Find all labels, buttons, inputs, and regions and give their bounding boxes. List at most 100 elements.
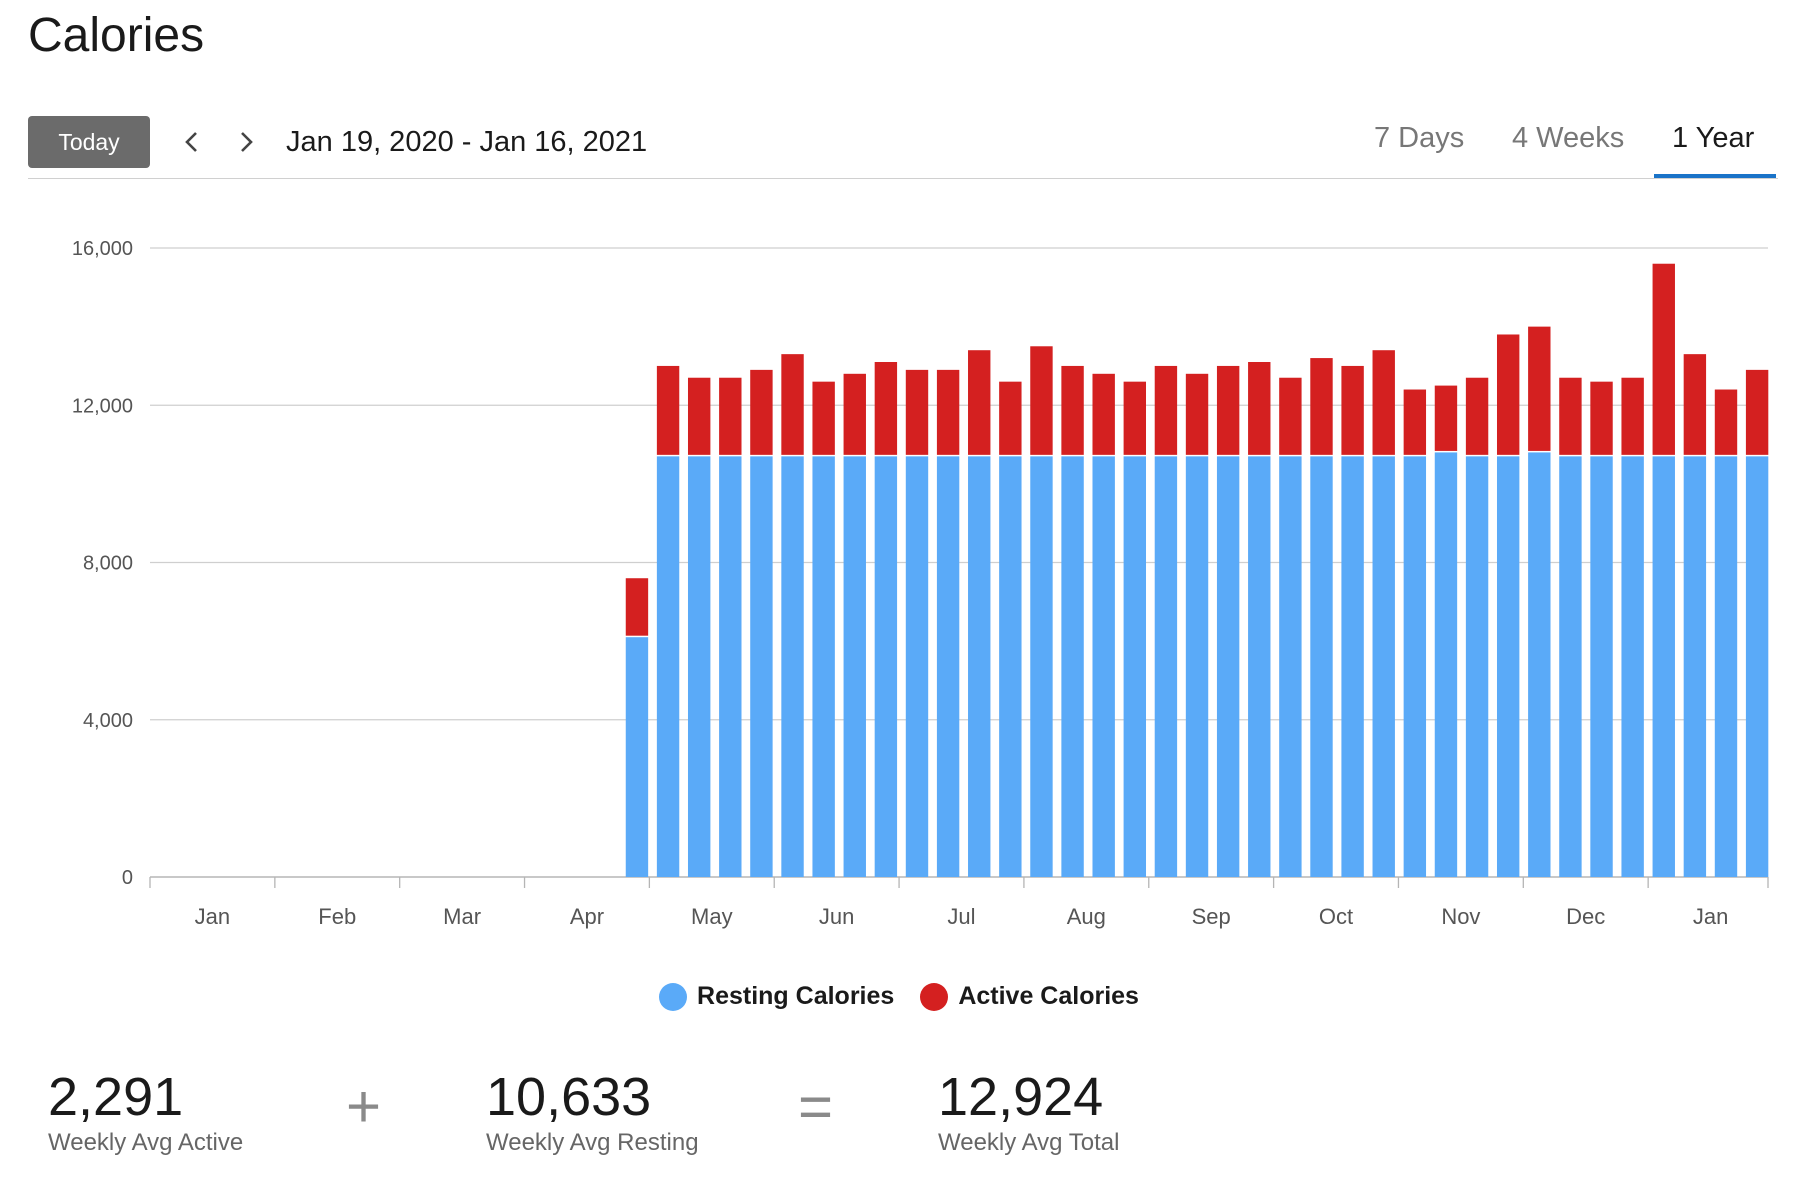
- y-tick-label: 0: [122, 867, 133, 889]
- legend-item-resting[interactable]: Resting Calories: [659, 982, 894, 1011]
- bar-resting: [1248, 456, 1271, 877]
- bar-resting: [1123, 456, 1147, 877]
- bar-active: [1123, 381, 1147, 455]
- bar-resting: [936, 456, 960, 877]
- chevron-left-icon[interactable]: [174, 124, 210, 160]
- bar-active: [625, 578, 649, 636]
- bar-resting: [1559, 456, 1582, 877]
- x-tick-label: Oct: [1319, 904, 1353, 929]
- legend-item-active[interactable]: Active Calories: [920, 982, 1139, 1011]
- bar-active: [719, 377, 742, 455]
- bar-resting: [1185, 456, 1209, 877]
- bar-active: [781, 354, 804, 455]
- bar-active: [1372, 350, 1395, 455]
- x-tick-label: Jul: [947, 904, 975, 929]
- date-range-label: Jan 19, 2020 - Jan 16, 2021: [286, 126, 648, 158]
- bar-resting: [843, 456, 866, 877]
- bar-resting: [1061, 456, 1084, 877]
- stat-resting-label: Weekly Avg Resting: [486, 1129, 699, 1157]
- bar-active: [1248, 362, 1271, 455]
- x-tick-label: Nov: [1441, 904, 1480, 929]
- x-tick-label: Aug: [1067, 904, 1106, 929]
- stat-resting: 10,633 Weekly Avg Resting: [486, 1067, 699, 1157]
- page-title: Calories: [28, 9, 205, 62]
- legend-label-resting: Resting Calories: [697, 982, 895, 1010]
- stat-total: 12,924 Weekly Avg Total: [938, 1067, 1120, 1157]
- bar-resting: [1434, 452, 1458, 877]
- y-tick-label: 12,000: [72, 395, 133, 417]
- bar-active: [1216, 365, 1240, 455]
- bar-resting: [1341, 456, 1364, 877]
- tab-1-year[interactable]: 1 Year: [1654, 122, 1776, 178]
- bar-active: [1092, 373, 1115, 455]
- bar-resting: [1310, 456, 1333, 877]
- bar-active: [1061, 365, 1084, 455]
- bar-active: [1403, 389, 1427, 455]
- bar-active: [750, 369, 773, 455]
- x-tick-label: Sep: [1192, 904, 1231, 929]
- bar-resting: [687, 456, 711, 877]
- bar-resting: [750, 456, 773, 877]
- chart-legend: Resting Calories Active Calories: [0, 982, 1798, 1011]
- bar-active: [1652, 263, 1675, 455]
- bar-active: [656, 365, 680, 455]
- bar-resting: [1528, 452, 1551, 877]
- bar-resting: [1714, 456, 1738, 877]
- equals-sign: =: [798, 1073, 834, 1140]
- bar-active: [874, 362, 898, 455]
- y-tick-label: 4,000: [83, 710, 133, 732]
- legend-dot-resting: [659, 982, 688, 1011]
- stat-total-label: Weekly Avg Total: [938, 1129, 1120, 1157]
- bar-active: [968, 350, 991, 455]
- x-tick-label: Dec: [1566, 904, 1605, 929]
- bar-active: [999, 381, 1022, 455]
- bar-resting: [1403, 456, 1427, 877]
- bar-active: [843, 373, 866, 455]
- bar-active: [1279, 377, 1302, 455]
- y-tick-label: 16,000: [72, 238, 133, 260]
- bar-resting: [1590, 456, 1613, 877]
- bar-resting: [1745, 456, 1769, 877]
- bar-resting: [874, 456, 898, 877]
- bar-active: [1310, 358, 1333, 455]
- bar-resting: [1652, 456, 1675, 877]
- bar-resting: [1496, 456, 1520, 877]
- bar-resting: [1030, 456, 1053, 877]
- bar-active: [1030, 346, 1053, 455]
- today-button[interactable]: Today: [28, 116, 150, 168]
- bar-resting: [1154, 456, 1178, 877]
- y-tick-label: 8,000: [83, 553, 133, 575]
- legend-dot-active: [920, 982, 949, 1011]
- bar-resting: [812, 456, 835, 877]
- legend-label-active: Active Calories: [958, 982, 1139, 1010]
- x-tick-label: Mar: [443, 904, 481, 929]
- bar-resting: [968, 456, 991, 877]
- bar-resting: [1092, 456, 1115, 877]
- bar-resting: [1465, 456, 1489, 877]
- bar-active: [1621, 377, 1644, 455]
- chevron-right-icon[interactable]: [228, 124, 264, 160]
- bar-active: [1528, 326, 1551, 451]
- bar-resting: [1621, 456, 1644, 877]
- bar-active: [1559, 377, 1582, 455]
- x-tick-label: Apr: [570, 904, 604, 929]
- x-tick-label: May: [691, 904, 733, 929]
- bar-active: [1745, 369, 1769, 455]
- tab-7-days[interactable]: 7 Days: [1374, 122, 1465, 154]
- bar-active: [1341, 365, 1364, 455]
- bar-active: [1154, 365, 1178, 455]
- bar-resting: [719, 456, 742, 877]
- stat-resting-value: 10,633: [486, 1067, 652, 1127]
- bar-resting: [999, 456, 1022, 877]
- bar-active: [1465, 377, 1489, 455]
- bar-resting: [1372, 456, 1395, 877]
- bar-active: [1496, 334, 1520, 455]
- date-toolbar: Today Jan 19, 2020 - Jan 16, 2021 7 Days…: [28, 116, 1778, 179]
- stat-active-label: Weekly Avg Active: [48, 1129, 244, 1157]
- bar-resting: [1216, 456, 1240, 877]
- tab-4-weeks[interactable]: 4 Weeks: [1512, 122, 1625, 154]
- bar-resting: [1279, 456, 1302, 877]
- stat-total-value: 12,924: [938, 1067, 1104, 1127]
- bar-resting: [1683, 456, 1707, 877]
- bar-active: [1590, 381, 1613, 455]
